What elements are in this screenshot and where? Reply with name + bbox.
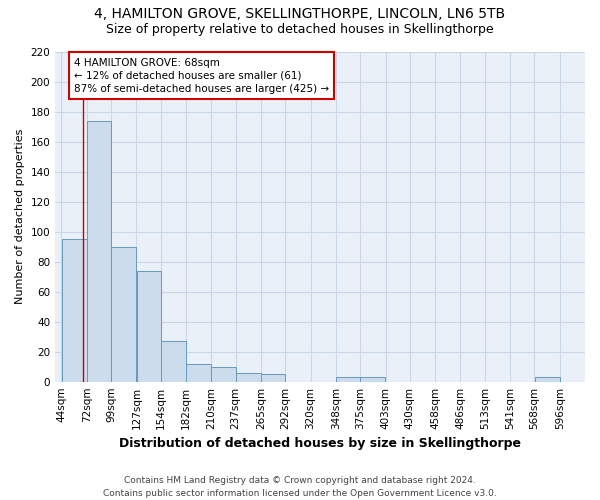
Bar (261, 374, 285, 382)
Text: Size of property relative to detached houses in Skellingthorpe: Size of property relative to detached ho… (106, 22, 494, 36)
Bar (137, 270, 161, 382)
Bar (236, 372, 261, 382)
Bar (535, 377, 560, 382)
Bar (361, 377, 385, 382)
Text: Contains HM Land Registry data © Crown copyright and database right 2024.
Contai: Contains HM Land Registry data © Crown c… (103, 476, 497, 498)
Bar (211, 366, 236, 382)
Y-axis label: Number of detached properties: Number of detached properties (15, 129, 25, 304)
Text: 4, HAMILTON GROVE, SKELLINGTHORPE, LINCOLN, LN6 5TB: 4, HAMILTON GROVE, SKELLINGTHORPE, LINCO… (94, 8, 506, 22)
Bar (161, 341, 186, 382)
Bar (336, 377, 360, 382)
X-axis label: Distribution of detached houses by size in Skellingthorpe: Distribution of detached houses by size … (119, 437, 521, 450)
Bar (62, 239, 86, 382)
Bar (111, 246, 136, 382)
Text: 4 HAMILTON GROVE: 68sqm
← 12% of detached houses are smaller (61)
87% of semi-de: 4 HAMILTON GROVE: 68sqm ← 12% of detache… (74, 58, 329, 94)
Bar (87, 120, 111, 382)
Bar (186, 364, 211, 382)
